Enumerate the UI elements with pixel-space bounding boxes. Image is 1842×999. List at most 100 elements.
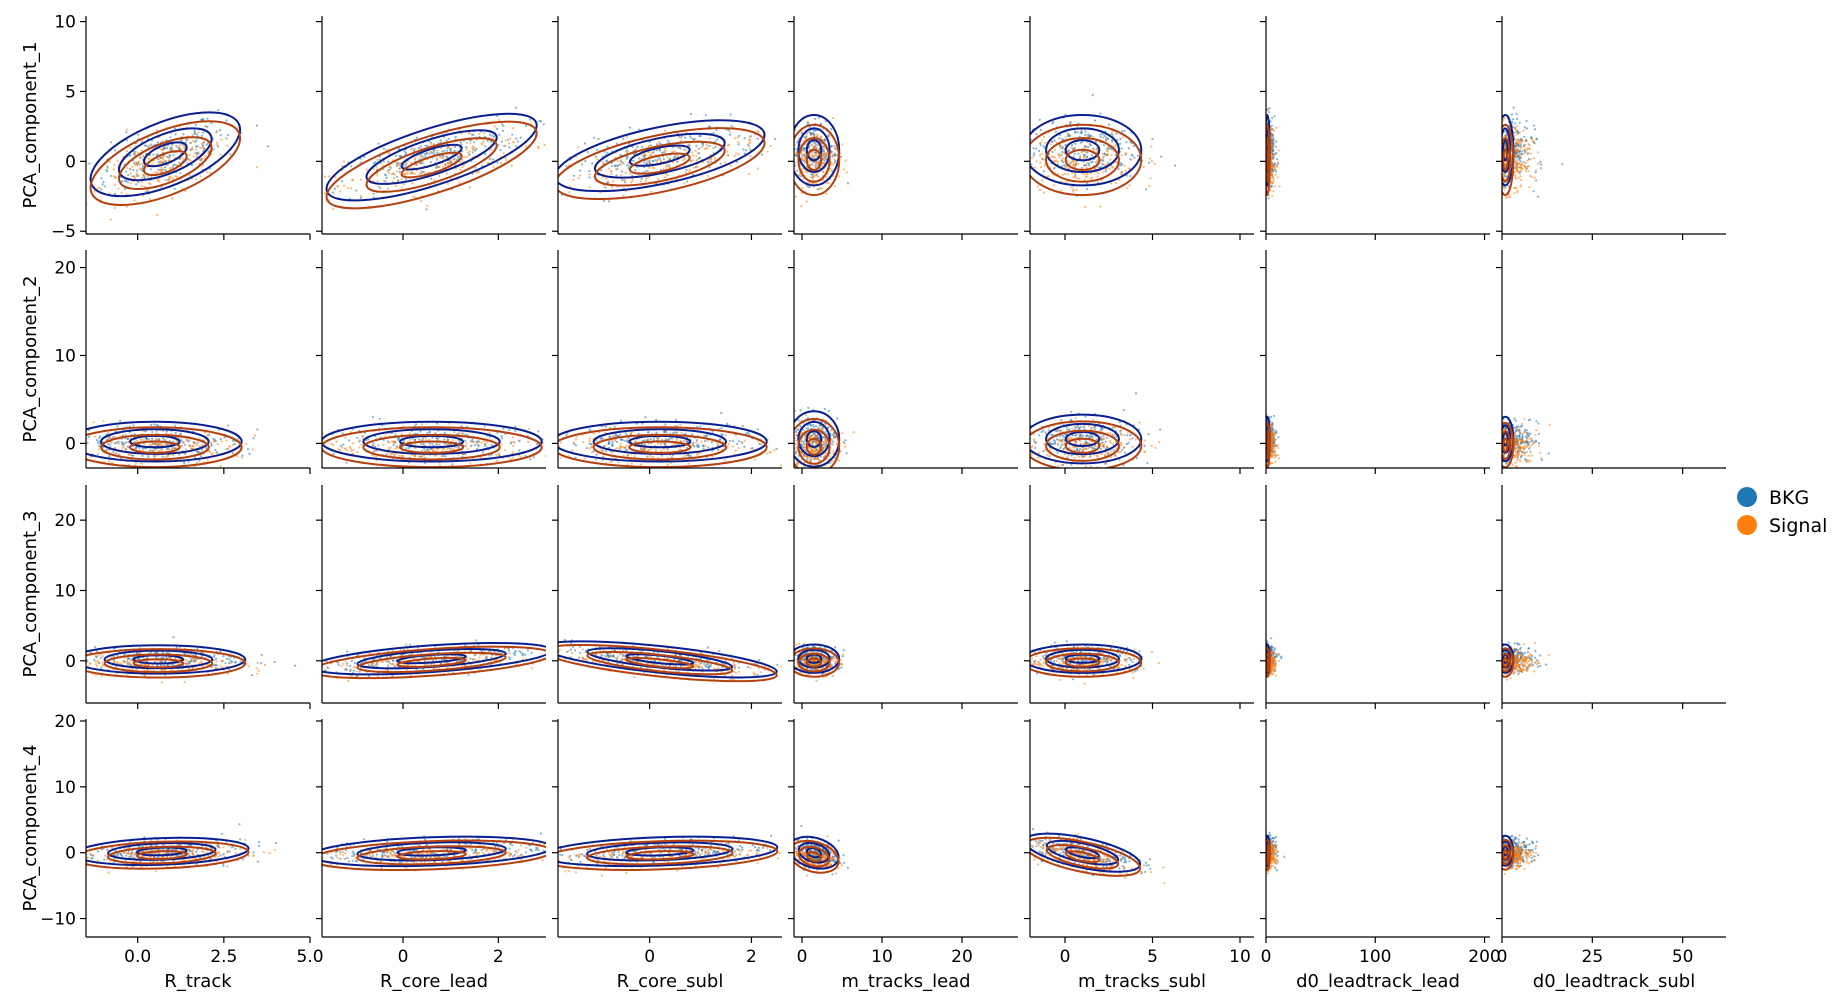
scatter-point <box>572 178 575 181</box>
scatter-point <box>1074 176 1077 179</box>
scatter-point <box>160 449 163 452</box>
scatter-point <box>497 452 500 455</box>
scatter-point <box>579 169 582 172</box>
scatter-point <box>1104 170 1107 173</box>
scatter-point <box>141 176 144 179</box>
scatter-point <box>367 438 370 441</box>
scatter-point <box>1520 169 1523 172</box>
scatter-point <box>695 144 698 147</box>
scatter-point <box>702 144 705 147</box>
scatter-point <box>476 442 479 445</box>
scatter-point <box>141 447 145 450</box>
scatter-point <box>459 161 462 164</box>
scatter-point <box>720 411 723 414</box>
scatter-point <box>616 167 619 170</box>
scatter-point <box>142 438 145 441</box>
scatter-point <box>120 192 123 195</box>
contour-signal <box>100 433 210 461</box>
scatter-point <box>1083 178 1086 181</box>
scatter-point <box>1058 137 1061 140</box>
scatter-point <box>814 117 817 120</box>
scatter-point <box>516 140 520 143</box>
scatter-point <box>400 186 403 189</box>
contour-signal <box>1502 148 1509 171</box>
scatter-point <box>1026 130 1028 132</box>
scatter-point <box>684 171 688 174</box>
scatter-point <box>514 430 517 433</box>
scatter-point <box>1271 116 1274 120</box>
scatter-point <box>1272 165 1275 169</box>
scatter-point <box>95 439 99 442</box>
scatter-point <box>1041 139 1044 142</box>
scatter-point <box>255 166 258 169</box>
scatter-point <box>1519 166 1523 169</box>
scatter-point <box>502 144 505 147</box>
scatter-point <box>585 447 589 450</box>
panels-group <box>58 94 1564 885</box>
scatter-point <box>378 417 381 420</box>
scatter-point <box>359 178 362 181</box>
scatter-point <box>207 150 210 154</box>
scatter-point <box>575 105 577 107</box>
scatter-point <box>490 444 494 447</box>
scatter-point <box>732 439 735 442</box>
scatter-point <box>646 159 650 163</box>
contour-signal <box>365 137 498 193</box>
scatter-point <box>577 176 580 180</box>
scatter-point <box>388 166 391 169</box>
scatter-point <box>418 172 421 175</box>
scatter-point <box>496 459 499 463</box>
scatter-point <box>475 447 479 451</box>
scatter-point <box>394 447 397 450</box>
scatter-point <box>1519 178 1522 182</box>
scatter-point <box>345 461 348 464</box>
scatter-point <box>116 441 119 444</box>
scatter-point <box>112 451 115 454</box>
scatter-point <box>148 198 151 201</box>
scatter-point <box>1512 118 1515 121</box>
scatter-point <box>193 441 196 444</box>
scatter-point <box>1271 144 1274 147</box>
scatter-point <box>162 429 165 433</box>
scatter-point <box>651 166 655 169</box>
scatter-point <box>404 173 407 176</box>
contour-signal <box>558 127 766 201</box>
scatter-point <box>1517 162 1520 165</box>
scatter-point <box>132 168 135 171</box>
scatter-point <box>1071 188 1075 191</box>
scatter-point <box>512 444 515 447</box>
scatter-point <box>812 133 815 136</box>
scatter-point <box>456 149 459 152</box>
scatter-point <box>436 149 439 152</box>
scatter-point <box>1086 182 1089 185</box>
scatter-point <box>465 148 468 151</box>
scatter-point <box>514 106 518 109</box>
scatter-point <box>208 449 211 452</box>
scatter-point <box>408 446 411 450</box>
scatter-point <box>219 464 222 468</box>
scatter-point <box>157 168 160 171</box>
scatter-point <box>190 142 193 145</box>
scatter-point <box>508 142 511 145</box>
contour-signal <box>118 136 213 191</box>
scatter-point <box>179 144 182 147</box>
scatter-point <box>708 158 711 161</box>
scatter-point <box>147 157 150 160</box>
scatter-point <box>125 205 128 208</box>
scatter-point <box>671 150 674 153</box>
scatter-point <box>640 443 643 446</box>
scatter-point <box>1015 148 1017 150</box>
scatter-point <box>166 455 169 458</box>
scatter-point <box>460 143 463 146</box>
scatter-point <box>602 199 606 202</box>
scatter-point <box>382 443 385 446</box>
scatter-point <box>637 432 640 435</box>
scatter-point <box>527 427 531 430</box>
scatter-point <box>648 159 651 162</box>
scatter-point <box>649 153 653 156</box>
scatter-point <box>58 453 60 455</box>
scatter-point <box>199 175 202 178</box>
scatter-point <box>174 431 177 435</box>
scatter-point <box>504 449 507 452</box>
scatter-point <box>512 141 515 144</box>
